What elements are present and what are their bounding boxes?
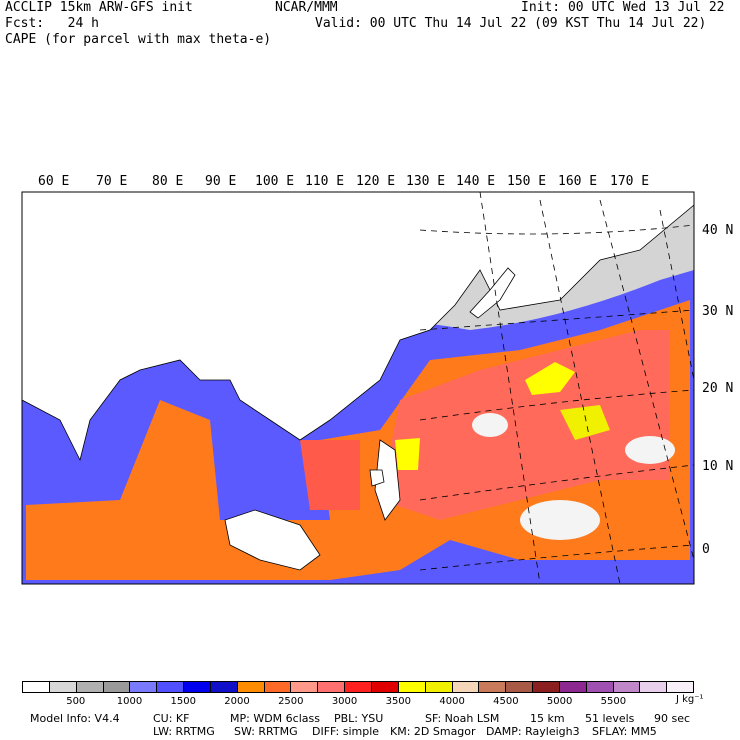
lat-label: 20 N <box>702 381 733 396</box>
sf-scheme: SF: Noah LSM <box>425 712 500 725</box>
legend-tick-label: 2000 <box>224 696 250 707</box>
legend-swatch <box>452 682 480 692</box>
lon-label: 150 E <box>507 174 546 189</box>
legend-swatch <box>157 682 185 692</box>
lon-label: 110 E <box>305 174 344 189</box>
legend-tick-label: 1000 <box>116 696 143 707</box>
legend-tick-label: 3000 <box>331 696 358 707</box>
lat-label: 10 N <box>702 459 733 474</box>
legend-swatch <box>533 682 560 692</box>
cape-extreme-phil <box>395 438 420 470</box>
low-cape-area-1 <box>520 500 600 540</box>
damp-scheme: DAMP: Rayleigh3 <box>486 725 580 738</box>
vertical-levels: 51 levels <box>585 712 635 725</box>
lat-label: 40 N <box>702 223 733 238</box>
taiwan-island <box>369 469 385 487</box>
legend-swatch <box>130 682 158 692</box>
lon-label: 60 E <box>38 174 69 189</box>
map-frame <box>21 191 695 585</box>
low-cape-area-2 <box>625 436 675 464</box>
color-legend <box>22 681 694 693</box>
legend-swatch <box>586 682 614 692</box>
legend-swatch <box>613 682 641 692</box>
sumatra-borneo <box>224 509 321 571</box>
legend-tick-label: 2500 <box>278 696 304 707</box>
mp-scheme: MP: WDM 6class <box>230 712 320 725</box>
diff-scheme: DIFF: simple <box>312 725 380 738</box>
low-cape-area-3 <box>472 413 508 437</box>
resolution: 15 km <box>530 712 565 725</box>
sflay-scheme: SFLAY: MM5 <box>592 725 657 738</box>
lon-label: 70 E <box>96 174 127 189</box>
km-scheme: KM: 2D Smagor <box>390 725 476 738</box>
run-title: ACCLIP 15km ARW-GFS init <box>5 0 193 15</box>
legend-swatch <box>371 682 399 692</box>
legend-swatch <box>264 682 292 692</box>
pbl-scheme: PBL: YSU <box>334 712 384 725</box>
legend-swatch <box>425 682 453 692</box>
cape-extreme-north <box>525 362 575 395</box>
legend-swatch <box>318 682 346 692</box>
legend-tick-label: 1500 <box>170 696 196 707</box>
lon-label: 130 E <box>406 174 445 189</box>
longitude-labels: 60 E 70 E 80 E 90 E 100 E 110 E 120 E 130 E 140 … <box>38 174 649 189</box>
legend-swatch <box>479 682 507 692</box>
center-label: NCAR/MMM <box>275 0 338 15</box>
timestep: 90 sec <box>654 712 691 725</box>
legend-swatch <box>640 682 668 692</box>
legend-swatch <box>49 682 77 692</box>
sw-scheme: SW: RRTMG <box>234 725 298 738</box>
legend-swatch <box>345 682 372 692</box>
legend-swatch <box>76 682 104 692</box>
legend-tick-label: 5500 <box>600 696 627 707</box>
init-time: Init: 00 UTC Wed 13 Jul 22 <box>521 0 725 15</box>
legend-tick-label: 4500 <box>493 696 519 707</box>
field-title: CAPE (for parcel with max theta-e) <box>5 32 272 47</box>
legend-swatch <box>184 682 211 692</box>
legend-tick-label: 3500 <box>385 696 412 707</box>
legend-swatch <box>506 682 534 692</box>
legend-swatch <box>559 682 587 692</box>
lon-label: 80 E <box>152 174 183 189</box>
cape-core-very-high <box>380 330 670 520</box>
legend-swatch <box>291 682 319 692</box>
lw-scheme: LW: RRTMG <box>153 725 215 738</box>
legend-swatch <box>210 682 238 692</box>
lon-label: 120 E <box>356 174 395 189</box>
forecast-hour: Fcst: 24 h <box>5 16 99 31</box>
cape-extreme-south <box>560 405 610 440</box>
graticule <box>419 192 694 584</box>
lon-label: 160 E <box>558 174 597 189</box>
model-info: Model Info: V4.4 <box>30 712 120 725</box>
legend-tick-label: 4000 <box>439 696 465 707</box>
legend-tick-label: 500 <box>66 696 86 707</box>
lat-label: 0 <box>702 542 710 557</box>
asia-landmass <box>22 192 694 462</box>
legend-unit: J kg⁻¹ <box>676 694 704 705</box>
legend-swatch <box>237 682 265 692</box>
japan <box>469 267 516 319</box>
legend-swatch <box>23 682 50 692</box>
lon-label: 170 E <box>610 174 649 189</box>
cape-core-scs <box>300 440 360 510</box>
lat-label: 30 N <box>702 304 733 319</box>
legend-tick-label: 5000 <box>546 696 573 707</box>
legend-swatch <box>398 682 426 692</box>
legend-swatch <box>667 682 694 692</box>
latitude-labels: 40 N 30 N 20 N 10 N 0 <box>702 223 733 557</box>
legend-swatch <box>103 682 131 692</box>
lon-label: 140 E <box>456 174 495 189</box>
lon-label: 100 E <box>255 174 294 189</box>
valid-time: Valid: 00 UTC Thu 14 Jul 22 (09 KST Thu … <box>315 16 707 31</box>
cu-scheme: CU: KF <box>153 712 190 725</box>
lon-label: 90 E <box>205 174 236 189</box>
